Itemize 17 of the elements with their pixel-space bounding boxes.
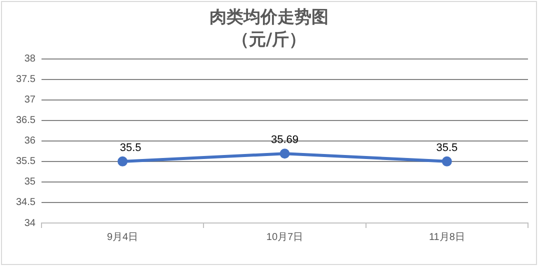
y-tick-label: 35 [24, 176, 36, 188]
y-tick-label: 36 [24, 136, 36, 147]
chart-subtitle: （元/斤） [232, 30, 306, 50]
data-label: 35.5 [120, 142, 142, 154]
y-tick-label: 34 [24, 218, 36, 229]
chart-title: 肉类均价走势图 [210, 8, 328, 28]
x-tick-label: 9月4日 [106, 232, 138, 243]
data-label: 35.69 [270, 134, 298, 146]
y-tick-label: 37 [24, 94, 36, 106]
y-tick-label: 34.5 [16, 197, 36, 208]
y-tick-label: 37.5 [16, 74, 36, 86]
y-tick-label: 38 [24, 54, 36, 65]
y-tick-label: 35.5 [16, 156, 36, 168]
y-tick-label: 36.5 [16, 115, 36, 126]
data-label: 35.5 [436, 142, 458, 154]
x-tick-label: 11月8日 [428, 232, 465, 243]
x-tick-label: 10月7日 [266, 232, 304, 243]
